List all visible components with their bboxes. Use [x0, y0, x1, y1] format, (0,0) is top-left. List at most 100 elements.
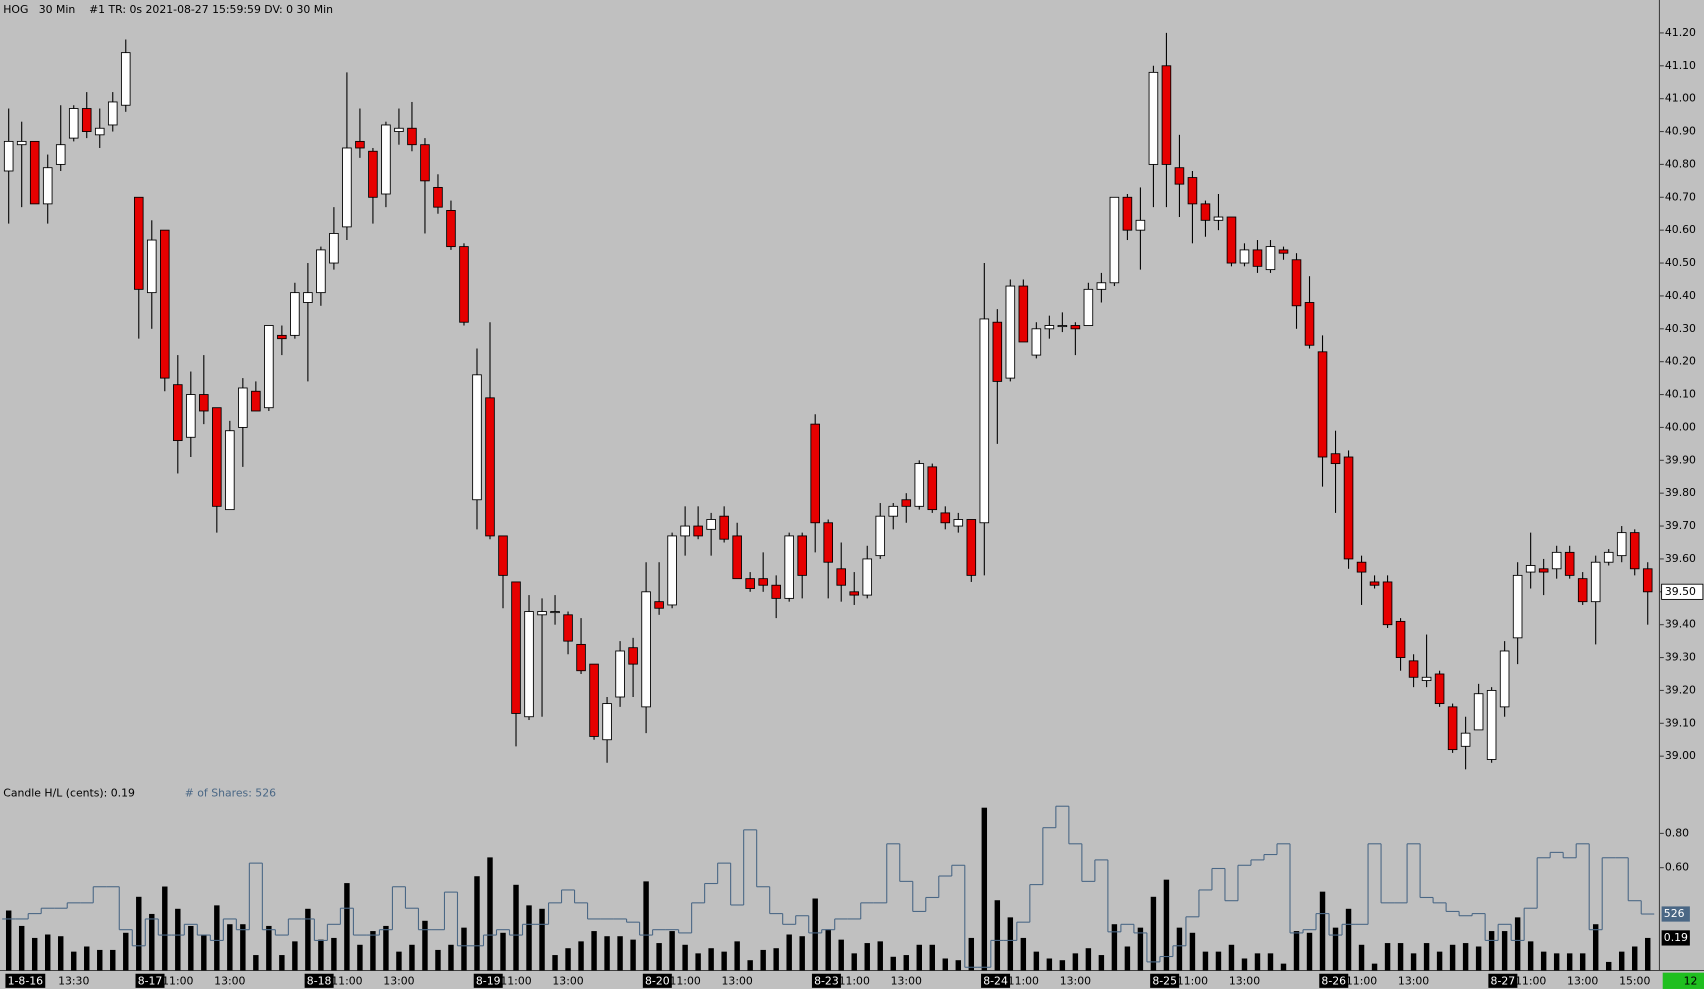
- candle-body: [901, 499, 912, 507]
- hl-bar: [890, 956, 896, 971]
- candle-body: [1252, 249, 1263, 267]
- candle-body: [979, 318, 990, 524]
- hl-bar: [1176, 927, 1183, 971]
- hl-bar: [903, 955, 909, 971]
- hl-bar: [1397, 943, 1404, 971]
- hl-bar: [344, 883, 350, 971]
- candle-body: [1382, 581, 1393, 626]
- candle-body: [1304, 302, 1315, 346]
- hl-bar: [1124, 946, 1131, 971]
- hl-bar: [1293, 931, 1300, 971]
- legend-text: Candle H/L (cents): 0.19: [3, 786, 135, 799]
- hl-bar: [1345, 908, 1352, 971]
- y-tick-label: 41.10: [1665, 59, 1696, 72]
- hl-bar: [864, 943, 870, 971]
- candle-body: [1525, 565, 1536, 573]
- candle-body: [1096, 282, 1107, 290]
- hl-bar: [825, 929, 831, 971]
- candle-body: [1135, 219, 1146, 231]
- candle-body: [511, 581, 521, 714]
- hl-bar: [266, 925, 272, 971]
- hl-bar: [1540, 951, 1547, 971]
- hl-bar: [149, 913, 155, 971]
- hl-bar: [617, 936, 623, 971]
- hl-bar: [1150, 896, 1157, 971]
- candle-body: [355, 140, 365, 149]
- hl-bar: [747, 960, 753, 971]
- hl-bar: [1423, 943, 1430, 971]
- candle-body: [420, 144, 430, 182]
- hl-bar: [1280, 963, 1287, 971]
- x-tick-label: 13:00: [1229, 974, 1260, 987]
- candle-body: [1109, 196, 1120, 284]
- hl-bar: [695, 953, 701, 971]
- candle-body: [1278, 249, 1289, 254]
- hl-bar: [175, 908, 181, 971]
- candle-body: [29, 140, 40, 205]
- hl-bar: [461, 927, 467, 971]
- hl-bar: [123, 932, 129, 971]
- hl-bar: [1111, 924, 1118, 971]
- hl-bar: [877, 941, 883, 971]
- y-tick-label: 39.90: [1665, 453, 1696, 466]
- y-tick-label: 40.00: [1665, 420, 1696, 433]
- candle-body: [927, 466, 938, 511]
- hl-bar: [1462, 943, 1469, 971]
- y-tick-label: 39.30: [1665, 651, 1696, 664]
- y-tick-label: 40.70: [1665, 190, 1696, 203]
- hl-bar: [1072, 953, 1079, 971]
- y-tick-label: 39.10: [1665, 716, 1696, 729]
- candle-body: [407, 127, 417, 146]
- candle-body: [888, 505, 899, 517]
- hl-bar: [370, 931, 376, 971]
- hl-bar: [214, 905, 220, 971]
- hl-bar: [1163, 879, 1170, 971]
- x-date-label: 8-20: [645, 974, 670, 987]
- hl-bar: [1592, 924, 1599, 971]
- candle-body: [862, 558, 873, 596]
- candle-body: [784, 535, 794, 599]
- hl-bar: [305, 908, 311, 971]
- candle-body: [133, 196, 144, 290]
- y-tick-label: 41.00: [1665, 92, 1696, 105]
- hl-bar: [1553, 953, 1560, 971]
- hl-bar: [1566, 953, 1573, 971]
- hl-bar: [357, 944, 363, 971]
- hl-bar: [1488, 931, 1495, 971]
- candle-body: [3, 140, 14, 172]
- hl-bar: [1007, 917, 1014, 971]
- hl-bar: [812, 898, 818, 971]
- hl-bar: [565, 948, 571, 971]
- hl-bar: [1514, 917, 1521, 971]
- hl-bar: [1449, 944, 1456, 971]
- hl-bar: [1267, 953, 1274, 971]
- candle-body: [459, 246, 469, 323]
- x-tick-label: 11:00: [1515, 974, 1546, 987]
- candle-body: [1070, 325, 1081, 330]
- hl-bar: [786, 934, 792, 971]
- candle-body: [1642, 568, 1653, 593]
- candle-body: [628, 647, 638, 665]
- candle-body: [810, 423, 820, 524]
- candle-body: [1460, 732, 1471, 747]
- candle-body: [173, 384, 183, 442]
- hl-bar: [279, 955, 285, 971]
- x-date-label: 8-26: [1321, 974, 1346, 987]
- candle-body: [303, 292, 313, 303]
- last-value-box: [1661, 906, 1690, 922]
- last-price-box: [1661, 583, 1704, 600]
- candle-body: [1161, 65, 1172, 165]
- candle-body: [953, 519, 964, 527]
- candle-body: [107, 101, 118, 126]
- candle-body: [719, 515, 729, 540]
- candle-body: [1629, 532, 1640, 570]
- x-date-label: 8-24: [983, 974, 1008, 987]
- hl-bar: [591, 931, 597, 971]
- hl-bar: [851, 953, 857, 971]
- date-label-box: [1488, 973, 1518, 988]
- candle-body: [836, 568, 847, 586]
- hl-bar: [630, 939, 636, 971]
- hl-bar: [1605, 961, 1612, 971]
- x-date-label: 8-23: [814, 974, 839, 987]
- chart-title: HOG 30 Min #1 TR: 0s 2021-08-27 15:59:59…: [3, 3, 333, 16]
